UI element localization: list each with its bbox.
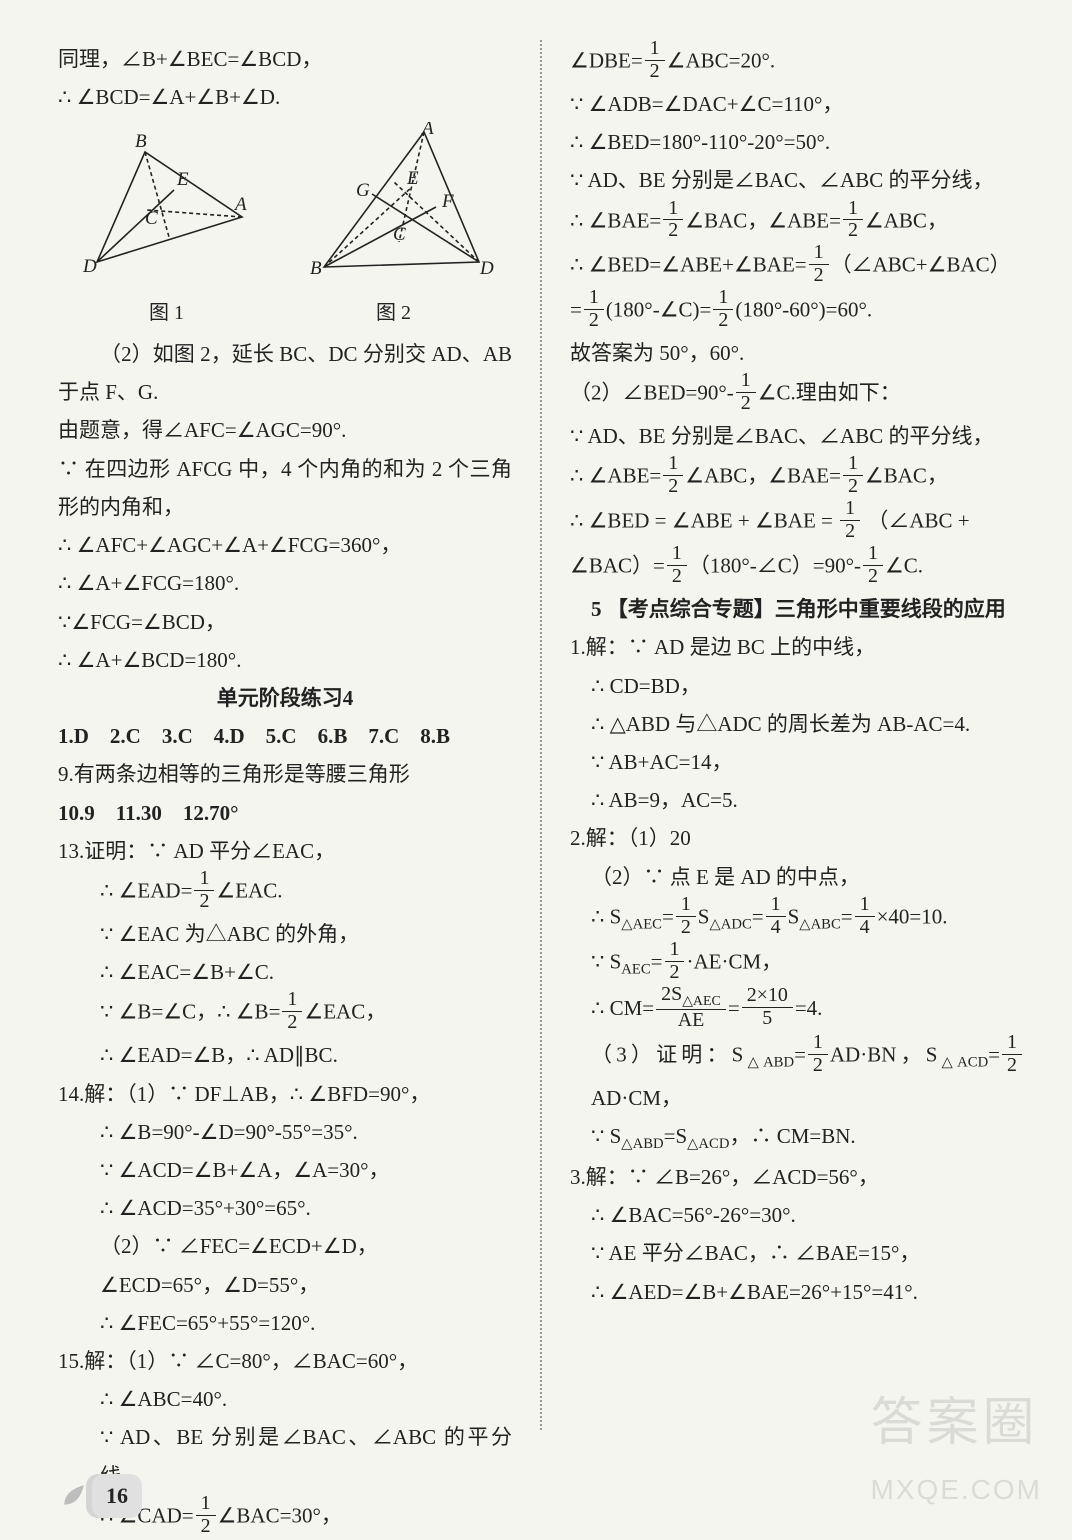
leaf-icon: [60, 1483, 86, 1509]
text-line: 1.解：∵ AD 是边 BC 上的中线，: [570, 628, 1024, 666]
fig1-caption: 图 1: [77, 295, 257, 331]
text-line: ∵ AE 平分∠BAC，∴ ∠BAE=15°，: [570, 1234, 1024, 1272]
text-line: =12(180°-∠C)=12(180°-60°)=60°.: [570, 289, 1024, 334]
text-line: ∴ CD=BD，: [570, 667, 1024, 705]
figure-row: A B C D E 图 1: [58, 122, 512, 331]
text-line: ∴ ∠A+∠BCD=180°.: [58, 641, 512, 679]
figure-2: A B C D E F G 图 2: [294, 122, 494, 331]
text-line: ∠DBE=12∠ABC=20°.: [570, 40, 1024, 85]
fig2-label-D: D: [479, 258, 494, 279]
text-line: （3）证明：S△ABD=12AD·BN，S△ACD=12AD·CM，: [570, 1034, 1024, 1117]
text-line: ∴ ∠FEC=65°+55°=120°.: [58, 1304, 512, 1342]
fig2-caption: 图 2: [294, 295, 494, 331]
text-line: 故答案为 50°，60°.: [570, 334, 1024, 372]
fig1-label-E: E: [176, 169, 189, 190]
text-line: ∠ECD=65°，∠D=55°，: [58, 1266, 512, 1304]
text-line: ∵ 在四边形 AFCG 中，4 个内角的和为 2 个三角形的内角和，: [58, 450, 512, 526]
fig1-label-A: A: [233, 194, 247, 215]
text-line: 3.解：∵ ∠B=26°，∠ACD=56°，: [570, 1158, 1024, 1196]
fig2-label-G: G: [356, 180, 370, 201]
text-line: 2.解：（1）20: [570, 819, 1024, 857]
text-line: ∵ AD、BE 分别是∠BAC、∠ABC 的平分线，: [570, 161, 1024, 199]
text-line: （2）∠BED=90°-12∠C.理由如下：: [570, 372, 1024, 417]
answer-line: 1.D 2.C 3.C 4.D 5.C 6.B 7.C 8.B: [58, 717, 512, 755]
text-line: ∴ ∠EAD=12∠EAC.: [58, 870, 512, 915]
text-line: （2）如图 2，延长 BC、DC 分别交 AD、AB 于点 F、G.: [58, 335, 512, 411]
text-line: ∴ ∠BAE=12∠BAC，∠ABE=12∠ABC，: [570, 200, 1024, 245]
text-line: ∴ ∠ABC=40°.: [58, 1380, 512, 1418]
text-line: ∴ ∠ACD=35°+30°=65°.: [58, 1189, 512, 1227]
text-line: ∠BAC）=12（180°-∠C）=90°-12∠C.: [570, 545, 1024, 590]
text-line: ∴ ∠ABE=12∠ABC，∠BAE=12∠BAC，: [570, 455, 1024, 500]
text-line: ∴ ∠AED=∠B+∠BAE=26°+15°=41°.: [570, 1273, 1024, 1311]
answer-line: 10.9 11.30 12.70°: [58, 794, 512, 832]
text-line: ∴ △ABD 与△ADC 的周长差为 AB-AC=4.: [570, 705, 1024, 743]
page-footer: 16: [60, 1474, 142, 1518]
fig2-label-A: A: [420, 122, 434, 139]
fig1-label-D: D: [82, 256, 97, 277]
fig2-label-B: B: [310, 258, 322, 279]
text-line: ∴ ∠BCD=∠A+∠B+∠D.: [58, 78, 512, 116]
column-divider: [540, 40, 542, 1430]
text-line: ∵ ∠ACD=∠B+∠A，∠A=30°，: [58, 1151, 512, 1189]
fig2-label-F: F: [441, 191, 454, 212]
section-heading: 单元阶段练习4: [58, 679, 512, 717]
fig1-label-C: C: [145, 208, 158, 229]
text-line: ∴ ∠BAC=56°-26°=30°.: [570, 1196, 1024, 1234]
text-line: ∵ ∠B=∠C，∴ ∠B=12∠EAC，: [58, 991, 512, 1036]
text-line: （2）∵ 点 E 是 AD 的中点，: [570, 858, 1024, 896]
text-line: ∴ ∠AFC+∠AGC+∠A+∠FCG=360°，: [58, 526, 512, 564]
text-line: 13.证明：∵ AD 平分∠EAC，: [58, 832, 512, 870]
text-line: 由题意，得∠AFC=∠AGC=90°.: [58, 411, 512, 449]
fig2-label-C: C: [393, 224, 406, 245]
text-line: ∴ S△AEC=12S△ADC=14S△ABC=14×40=10.: [570, 896, 1024, 941]
fig2-label-E: E: [406, 168, 419, 189]
text-line: ∵ AB+AC=14，: [570, 743, 1024, 781]
text-line: ∴ ∠B=90°-∠D=90°-55°=35°.: [58, 1113, 512, 1151]
text-line: ∴ AB=9，AC=5.: [570, 781, 1024, 819]
text-line: ∵ ∠ADB=∠DAC+∠C=110°，: [570, 85, 1024, 123]
text-line: ∵ SAEC=12·AE·CM，: [570, 941, 1024, 986]
right-column: ∠DBE=12∠ABC=20°. ∵ ∠ADB=∠DAC+∠C=110°， ∴ …: [570, 40, 1024, 1430]
text-line: ∴ ∠BED=180°-110°-20°=50°.: [570, 123, 1024, 161]
text-line: ∴ ∠EAD=∠B，∴ AD∥BC.: [58, 1036, 512, 1074]
text-line: 同理，∠B+∠BEC=∠BCD，: [58, 40, 512, 78]
answer-line: 9.有两条边相等的三角形是等腰三角形: [58, 755, 512, 793]
text-line: 14.解：（1）∵ DF⊥AB，∴ ∠BFD=90°，: [58, 1075, 512, 1113]
text-line: ∵ S△ABD=S△ACD，∴ CM=BN.: [570, 1117, 1024, 1158]
section-heading: 5 【考点综合专题】三角形中重要线段的应用: [570, 590, 1024, 628]
text-line: ∵∠FCG=∠BCD，: [58, 603, 512, 641]
text-line: （2）∵ ∠FEC=∠ECD+∠D，: [58, 1227, 512, 1265]
left-column: 同理，∠B+∠BEC=∠BCD， ∴ ∠BCD=∠A+∠B+∠D. A B C …: [58, 40, 512, 1430]
page-number: 16: [92, 1474, 142, 1518]
figure-1: A B C D E 图 1: [77, 132, 257, 331]
text-line: ∴ CM=2S△AECAE=2×105=4.: [570, 986, 1024, 1034]
text-line: ∴ ∠A+∠FCG=180°.: [58, 564, 512, 602]
text-line: ∵ ∠EAC 为△ABC 的外角，: [58, 915, 512, 953]
text-line: ∴ ∠EAC=∠B+∠C.: [58, 953, 512, 991]
text-line: ∴ ∠BED = ∠ABE + ∠BAE = 12 （∠ABC +: [570, 500, 1024, 545]
text-line: ∴ ∠BED=∠ABE+∠BAE=12（∠ABC+∠BAC）: [570, 244, 1024, 289]
fig1-label-B: B: [135, 132, 147, 152]
text-line: 15.解：（1）∵ ∠C=80°，∠BAC=60°，: [58, 1342, 512, 1380]
text-line: ∵ AD、BE 分别是∠BAC、∠ABC 的平分线，: [570, 417, 1024, 455]
